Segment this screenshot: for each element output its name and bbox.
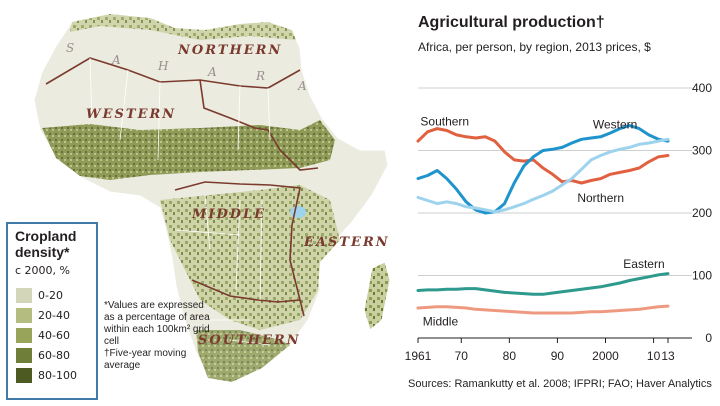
footnote-density: *Values are expressed as a percentage of…: [104, 300, 210, 347]
chart-title: Agricultural production†: [418, 14, 605, 31]
svg-text:H: H: [157, 59, 169, 73]
x-tick-label: 70: [455, 349, 469, 363]
sahara-label: S A H A R A: [66, 41, 307, 93]
x-tick-label: 10: [647, 349, 661, 363]
y-tick-label: 200: [692, 206, 712, 220]
regional-boundaries: [45, 57, 319, 317]
line-plot: 0 100 200 300 400 1961 70 80 90 2000 10 13 Southern W…: [405, 81, 713, 363]
svg-text:R: R: [255, 69, 265, 83]
legend-item: 20-40: [16, 308, 70, 323]
x-tick-label: 2000: [592, 349, 619, 363]
svg-text:A: A: [111, 53, 121, 67]
x-tick-label: 80: [503, 349, 517, 363]
cropland-density-legend: Cropland density* c 2000, % 0-20 20-40 4…: [6, 222, 98, 400]
legend-swatch: [16, 368, 32, 383]
central-cropland: [160, 185, 340, 330]
series-label-northern: Northern: [577, 191, 624, 205]
legend-subtitle: c 2000, %: [15, 264, 70, 277]
map-footnote: *Values are expressed as a percentage of…: [104, 300, 214, 372]
series-line-middle: [416, 304, 670, 315]
series-label-southern: Southern: [420, 115, 469, 129]
y-tick-label: 400: [692, 81, 712, 95]
x-tick-label: 13: [661, 349, 675, 363]
svg-text:S: S: [66, 41, 74, 55]
series-line-eastern: [416, 272, 670, 296]
region-label-southern: SOUTHERN: [198, 333, 301, 348]
legend-title: Cropland density*: [15, 228, 77, 260]
legend-swatch: [16, 308, 32, 323]
region-label-eastern: EASTERN: [303, 235, 390, 250]
x-tick-label: 90: [551, 349, 565, 363]
series-line-northern: [416, 137, 670, 214]
legend-item: 0-20: [16, 288, 63, 303]
x-tick-label: 1961: [405, 349, 432, 363]
footnote-moving-average: †Five-year moving average: [104, 348, 187, 371]
legend-swatch: [16, 328, 32, 343]
agricultural-production-chart: Agricultural production† Africa, per per…: [400, 0, 720, 406]
y-tick-label: 100: [692, 269, 712, 283]
region-label-western: WESTERN: [86, 107, 176, 122]
legend-item: 60-80: [16, 348, 70, 363]
chart-source: Sources: Ramankutty et al. 2008; IFPRI; …: [408, 378, 712, 390]
svg-text:A: A: [207, 65, 217, 79]
madagascar: [363, 261, 391, 331]
southern-cropland: [196, 330, 290, 382]
series-line-western: [416, 124, 670, 215]
legend-item: 80-100: [16, 368, 77, 383]
legend-swatch: [16, 348, 32, 363]
region-label-middle: MIDDLE: [191, 207, 266, 222]
region-label-northern: NORTHERN: [177, 43, 282, 58]
sahel-cropland: [42, 120, 335, 180]
africa-cropland-map: NORTHERN WESTERN MIDDLE EASTERN SOUTHERN…: [33, 13, 391, 383]
chart-subtitle: Africa, per person, by region, 2013 pric…: [418, 40, 651, 54]
series-label-middle: Middle: [423, 315, 459, 329]
series-label-western: Western: [593, 118, 637, 132]
svg-text:A: A: [297, 79, 307, 93]
country-borders: [89, 57, 271, 346]
legend-item: 40-60: [16, 328, 70, 343]
y-tick-label: 300: [692, 144, 712, 158]
legend-swatch: [16, 288, 32, 303]
y-tick-label: 0: [705, 331, 712, 345]
lake-victoria: [290, 206, 306, 218]
series-label-eastern: Eastern: [623, 257, 664, 271]
north-coast-cropland: [70, 14, 296, 40]
series-line-southern: [416, 127, 670, 185]
